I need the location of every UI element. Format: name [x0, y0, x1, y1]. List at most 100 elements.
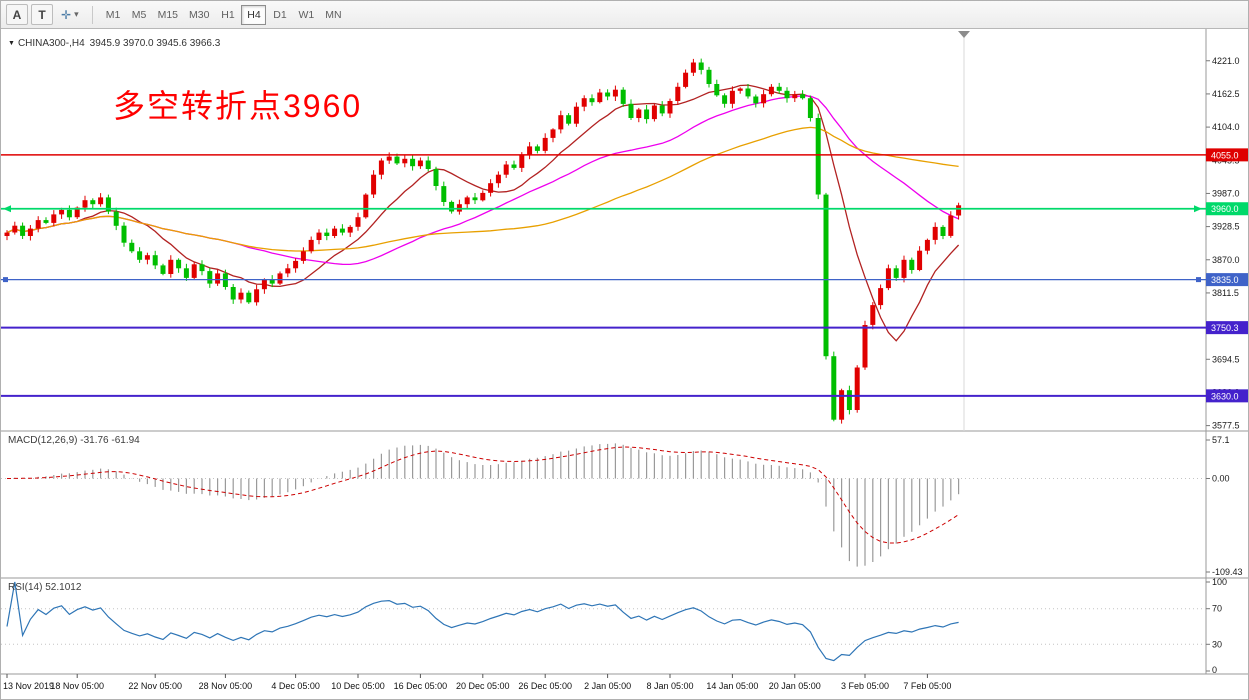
text-label-tool-button[interactable]: A: [6, 4, 28, 25]
price-line-label: 3960.0: [1211, 204, 1239, 214]
candle-body: [207, 271, 213, 284]
crosshair-tool-icon: ✛: [61, 7, 72, 22]
candle-body: [129, 242, 135, 252]
price-axis-label: 3928.5: [1212, 222, 1240, 232]
candle-body: [815, 118, 821, 195]
candle-body: [503, 164, 509, 175]
candle-body: [347, 226, 353, 233]
timeframe-button-m5[interactable]: M5: [127, 5, 152, 25]
candle-body: [51, 214, 57, 223]
price-axis-label: 3987.0: [1212, 188, 1240, 198]
candle-body: [230, 287, 236, 300]
candle-body: [745, 88, 751, 97]
time-axis-label: 22 Nov 05:00: [128, 681, 182, 691]
candle-body: [90, 200, 96, 205]
hline-endpoint-left[interactable]: [3, 277, 8, 283]
candle-body: [386, 156, 392, 161]
time-axis-label: 20 Jan 05:00: [769, 681, 821, 691]
timeframe-button-mn[interactable]: MN: [320, 5, 346, 25]
price-axis-label: 3694.5: [1212, 354, 1240, 364]
price-line-label: 3750.3: [1211, 323, 1239, 333]
annotation-text[interactable]: 多空转折点3960: [113, 88, 363, 124]
candle-body: [924, 239, 930, 251]
ohlc-values: 3945.9 3970.0 3945.6 3966.3: [89, 38, 221, 49]
candle-body: [675, 86, 681, 101]
candle-body: [566, 115, 572, 124]
candle-body: [932, 226, 938, 240]
candle-body: [612, 89, 618, 97]
hline-endpoint-right[interactable]: [1196, 277, 1201, 283]
candle-body: [940, 226, 946, 236]
timeframe-button-h4[interactable]: H4: [241, 4, 267, 25]
candle-body: [261, 279, 267, 290]
hline-endpoint-left[interactable]: [3, 205, 11, 213]
candle-body: [449, 201, 455, 212]
candle-body: [269, 279, 275, 284]
candle-body: [737, 88, 743, 91]
candle-body: [659, 105, 665, 114]
macd-indicator-label: MACD(12,26,9) -31.76 -61.94: [8, 435, 140, 446]
drawing-tool-dropdown[interactable]: ✛ ▾: [56, 4, 84, 25]
candle-body: [956, 205, 962, 216]
macd-axis-label: -109.43: [1212, 567, 1243, 577]
price-axis-label: 4104.0: [1212, 122, 1240, 132]
candle-body: [74, 207, 80, 218]
candle-body: [371, 174, 377, 195]
candle-body: [542, 137, 548, 151]
candle-body: [698, 62, 704, 70]
macd-axis-label: 57.1: [1212, 435, 1230, 445]
timeframe-button-m1[interactable]: M1: [101, 5, 126, 25]
candle-body: [144, 255, 150, 260]
candle-body: [784, 90, 790, 99]
rsi-indicator-label: RSI(14) 52.1012: [8, 582, 82, 593]
candle-body: [27, 228, 33, 236]
symbol-ohlc-label: ▼ CHINA300-,H4 3945.9 3970.0 3945.6 3966.3: [8, 38, 220, 49]
candle-body: [35, 220, 41, 229]
candle-body: [121, 225, 127, 243]
candle-body: [831, 356, 837, 420]
candle-body: [885, 268, 891, 289]
candle-body: [137, 251, 143, 260]
candle-body: [480, 192, 486, 201]
candle-body: [394, 156, 400, 164]
timeframe-button-m15[interactable]: M15: [153, 5, 183, 25]
candle-body: [316, 232, 322, 240]
candle-body: [605, 92, 611, 97]
candle-body: [4, 232, 10, 236]
candle-body: [160, 265, 166, 274]
candle-body: [339, 228, 345, 233]
rsi-line: [6, 581, 959, 662]
timeframe-button-d1[interactable]: D1: [267, 5, 292, 25]
candle-body: [870, 305, 876, 325]
candle-body: [254, 289, 260, 303]
candle-body: [690, 62, 696, 73]
candle-body: [901, 259, 907, 278]
text-tool-button[interactable]: T: [31, 4, 53, 25]
candle-body: [846, 390, 852, 410]
hline-endpoint-right[interactable]: [1194, 205, 1202, 213]
candle-body: [82, 200, 88, 208]
time-axis-label: 26 Dec 05:00: [518, 681, 572, 691]
chart-shift-marker[interactable]: [958, 31, 970, 38]
chart-symbol-icon: ▼: [8, 40, 15, 47]
candle-body: [285, 268, 291, 274]
timeframe-button-w1[interactable]: W1: [293, 5, 319, 25]
candle-body: [550, 129, 556, 138]
candle-body: [300, 251, 306, 261]
candle-body: [113, 211, 119, 226]
candle-body: [706, 69, 712, 84]
candle-body: [98, 197, 104, 205]
candle-body: [495, 174, 501, 184]
timeframe-button-h1[interactable]: H1: [215, 5, 240, 25]
candle-body: [66, 209, 72, 218]
candle-body: [511, 164, 517, 168]
price-axis-label: 4221.0: [1212, 56, 1240, 66]
candle-body: [792, 94, 798, 99]
rsi-axis-label: 0: [1212, 665, 1217, 675]
price-line-label-box: [1206, 389, 1248, 403]
candle-body: [20, 225, 26, 236]
candle-body: [644, 109, 650, 120]
timeframe-button-m30[interactable]: M30: [184, 5, 214, 25]
